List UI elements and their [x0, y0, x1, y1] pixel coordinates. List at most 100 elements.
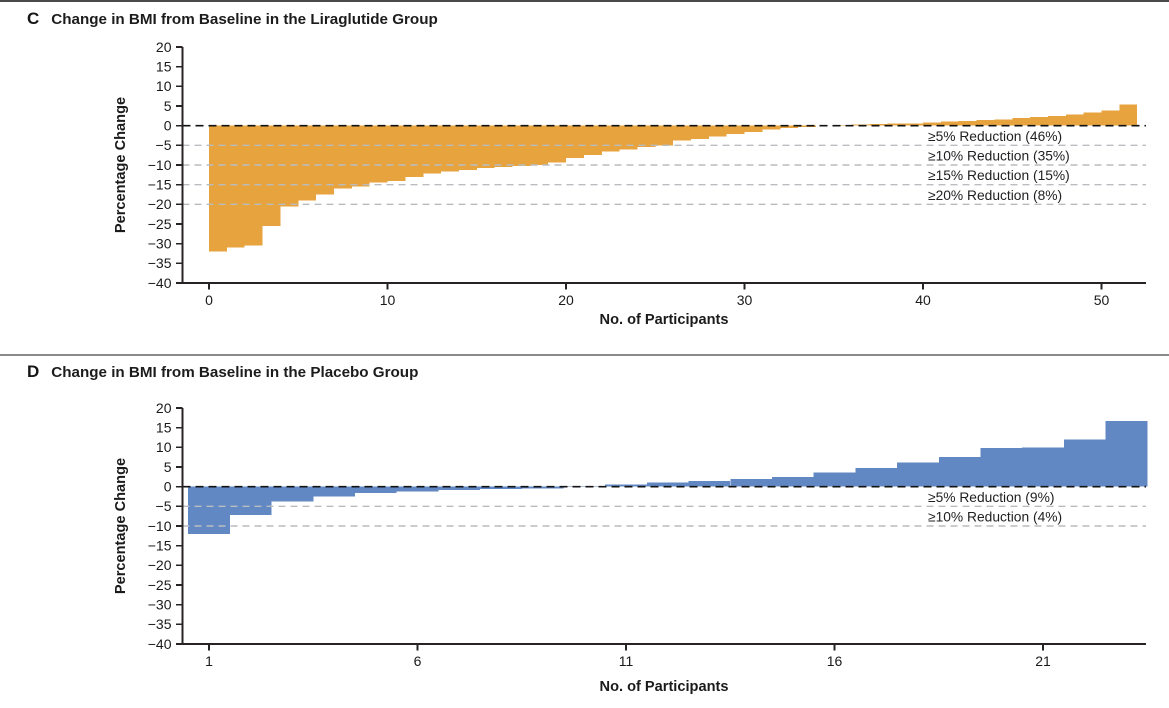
panel-d-title-text: Change in BMI from Baseline in the Place… [51, 364, 419, 381]
y-tick-label: −10 [148, 518, 172, 534]
bar [521, 486, 564, 489]
bar [438, 486, 481, 491]
bar [355, 486, 397, 493]
panel-c-title-text: Change in BMI from Baseline in the Lirag… [51, 11, 438, 28]
panel-c-x-axis-label: No. of Participants [599, 312, 729, 328]
bar [1022, 447, 1064, 487]
bar [476, 125, 495, 169]
bar [441, 125, 459, 172]
top-border [0, 0, 1169, 2]
x-tick-label: 21 [1035, 653, 1051, 669]
bar [280, 125, 299, 207]
y-tick-label: −15 [148, 177, 172, 193]
bar [1083, 112, 1102, 126]
y-tick-label: −35 [148, 616, 172, 632]
bar [494, 125, 513, 167]
bar [646, 482, 689, 487]
y-tick-label: −40 [148, 636, 172, 652]
y-tick-label: 0 [164, 479, 172, 495]
y-tick-label: 5 [164, 459, 172, 475]
bar [396, 486, 439, 492]
bar [833, 124, 852, 126]
x-tick-label: 20 [558, 292, 574, 308]
y-tick-label: 0 [164, 118, 172, 134]
x-tick-label: 0 [205, 292, 213, 308]
y-tick-label: −20 [148, 557, 172, 573]
bar [1063, 439, 1106, 487]
bar [271, 486, 314, 502]
bars-placebo [188, 421, 1148, 534]
bar [387, 125, 406, 181]
y-tick-label: 10 [156, 439, 172, 455]
bar [605, 484, 647, 487]
bar [887, 123, 906, 126]
bar [601, 125, 620, 152]
y-tick-label: −20 [148, 196, 172, 212]
bar [897, 462, 939, 487]
bar [1105, 421, 1148, 487]
bar [1119, 104, 1138, 126]
bar [334, 125, 352, 189]
bar [619, 125, 638, 150]
bar [188, 486, 230, 534]
bar [298, 125, 317, 201]
bar [637, 125, 656, 147]
bar [405, 125, 424, 177]
bar [772, 476, 814, 487]
x-tick-label: 16 [827, 653, 843, 669]
bar [244, 125, 263, 246]
reduction-annotation: ≥10% Reduction (35%) [928, 149, 1070, 164]
bar [940, 121, 959, 126]
bar [730, 479, 772, 487]
bar [673, 125, 691, 141]
bar [566, 125, 584, 158]
bar [1012, 118, 1031, 126]
bar [583, 125, 602, 156]
bar [905, 123, 924, 126]
y-tick-label: −35 [148, 255, 172, 271]
y-tick-label: 5 [164, 98, 172, 114]
x-tick-label: 10 [380, 292, 396, 308]
x-tick-label: 11 [619, 653, 634, 669]
bar [923, 122, 941, 126]
bar [229, 486, 272, 515]
reduction-annotation: ≥20% Reduction (8%) [928, 188, 1062, 203]
panel-divider [0, 354, 1169, 356]
y-tick-label: −25 [148, 216, 172, 232]
panel-d-y-axis-label: Percentage Change [113, 457, 129, 595]
bar [976, 120, 995, 126]
bar [262, 125, 281, 226]
panel-d-letter: D [27, 362, 40, 381]
y-tick-label: 15 [156, 420, 172, 436]
bar [548, 125, 567, 163]
bar [726, 125, 745, 134]
y-tick-label: −15 [148, 538, 172, 554]
panel-d-x-axis-label: No. of Participants [599, 679, 729, 695]
bar [1030, 117, 1048, 126]
bar [980, 448, 1023, 487]
reduction-annotation: ≥15% Reduction (15%) [928, 168, 1070, 183]
bar [369, 125, 388, 183]
bar [226, 125, 245, 248]
bar [994, 119, 1013, 126]
x-tick-label: 1 [205, 653, 213, 669]
y-tick-label: −5 [156, 137, 172, 153]
y-tick-label: −30 [148, 236, 172, 252]
reduction-annotation: ≥5% Reduction (9%) [928, 490, 1054, 505]
y-tick-label: −30 [148, 597, 172, 613]
y-tick-label: −10 [148, 157, 172, 173]
bar [744, 125, 763, 132]
bar [209, 125, 227, 252]
bar [458, 125, 477, 170]
bar [691, 125, 709, 140]
bar [530, 125, 549, 165]
bar [655, 125, 674, 146]
bars-liraglutide [209, 104, 1138, 252]
panel-c-y-axis-label: Percentage Change [113, 96, 129, 234]
bar [351, 125, 370, 187]
y-tick-label: −25 [148, 577, 172, 593]
panel-c-title: C Change in BMI from Baseline in the Lir… [27, 9, 438, 29]
